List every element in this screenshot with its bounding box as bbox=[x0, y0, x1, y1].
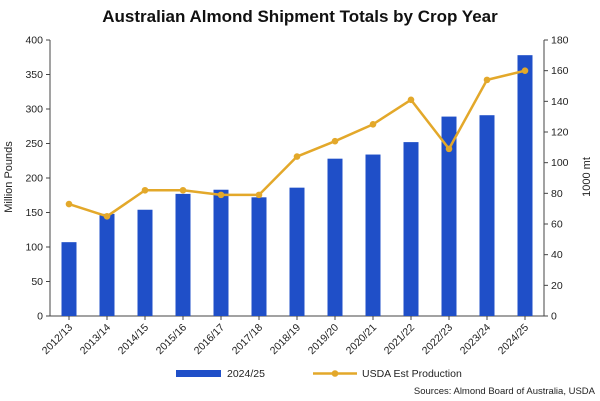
line-point bbox=[103, 213, 111, 220]
line-point bbox=[217, 191, 225, 199]
y-tick-label-right: 20 bbox=[551, 280, 563, 292]
source-note: Sources: Almond Board of Australia, USDA bbox=[414, 386, 596, 397]
legend-marker-line bbox=[331, 370, 339, 377]
y-tick-label-right: 40 bbox=[551, 249, 563, 261]
x-tick-label: 2018/19 bbox=[268, 322, 303, 357]
bar bbox=[441, 116, 457, 316]
line-point bbox=[255, 191, 263, 199]
x-tick-label: 2012/13 bbox=[40, 322, 75, 357]
legend-label-line: USDA Est Production bbox=[362, 368, 462, 380]
x-tick-label: 2015/16 bbox=[154, 322, 189, 357]
y-tick-label-left: 50 bbox=[31, 276, 43, 288]
y-axis-label-left: Million Pounds bbox=[3, 141, 15, 213]
legend-label-bars: 2024/25 bbox=[227, 368, 265, 380]
bar bbox=[137, 209, 153, 316]
y-tick-label-right: 140 bbox=[551, 96, 569, 108]
bar bbox=[289, 187, 305, 316]
bar bbox=[403, 142, 419, 316]
bar bbox=[327, 158, 343, 316]
line-layer bbox=[65, 67, 529, 220]
line-point bbox=[293, 153, 301, 160]
line-point bbox=[141, 186, 149, 194]
bars-layer bbox=[61, 55, 533, 317]
x-tick-label: 2013/14 bbox=[78, 322, 113, 357]
bar bbox=[365, 154, 381, 316]
line-point bbox=[65, 200, 73, 208]
y-tick-label-left: 200 bbox=[25, 173, 43, 185]
y-tick-label-right: 160 bbox=[551, 65, 569, 77]
y-tick-label-left: 150 bbox=[25, 207, 43, 219]
y-tick-label-right: 0 bbox=[551, 311, 557, 323]
x-tick-label: 2024/25 bbox=[496, 322, 531, 357]
legend: 2024/25 USDA Est Production bbox=[176, 368, 462, 380]
x-tick-label: 2020/21 bbox=[344, 322, 379, 357]
line-point bbox=[369, 121, 377, 128]
y-tick-label-left: 0 bbox=[37, 311, 43, 323]
y-tick-label-left: 250 bbox=[25, 138, 43, 150]
line-point bbox=[483, 76, 491, 84]
bar bbox=[61, 242, 77, 316]
y-tick-label-left: 100 bbox=[25, 242, 43, 254]
line-point bbox=[331, 137, 339, 145]
bar bbox=[175, 193, 191, 316]
bar bbox=[517, 55, 533, 317]
y-tick-label-right: 100 bbox=[551, 157, 569, 169]
line-point bbox=[407, 96, 415, 104]
legend-swatch-bars bbox=[176, 370, 221, 377]
x-tick-label: 2021/22 bbox=[382, 322, 417, 357]
y-tick-label-left: 350 bbox=[25, 69, 43, 81]
y-tick-label-right: 180 bbox=[551, 35, 569, 47]
x-tick-label: 2016/17 bbox=[192, 322, 227, 357]
line-point bbox=[445, 145, 453, 153]
x-tick-label: 2023/24 bbox=[458, 322, 493, 357]
line-point bbox=[521, 67, 529, 74]
x-tick-label: 2022/23 bbox=[420, 322, 455, 357]
y-tick-label-right: 80 bbox=[551, 188, 563, 200]
bar bbox=[479, 115, 495, 317]
x-tick-label: 2014/15 bbox=[116, 322, 151, 357]
line-point bbox=[179, 186, 187, 194]
y-tick-label-right: 120 bbox=[551, 127, 569, 139]
y-tick-label-left: 300 bbox=[25, 104, 43, 116]
y-tick-label-left: 400 bbox=[25, 35, 43, 47]
chart-title: Australian Almond Shipment Totals by Cro… bbox=[102, 7, 498, 26]
bar bbox=[213, 189, 229, 316]
y-tick-label-right: 60 bbox=[551, 219, 563, 231]
x-tick-label: 2019/20 bbox=[306, 322, 341, 357]
y-axis-label-right: 1000 mt bbox=[581, 157, 593, 197]
x-tick-label: 2017/18 bbox=[230, 322, 265, 357]
bar bbox=[251, 197, 267, 316]
bar bbox=[99, 213, 115, 316]
